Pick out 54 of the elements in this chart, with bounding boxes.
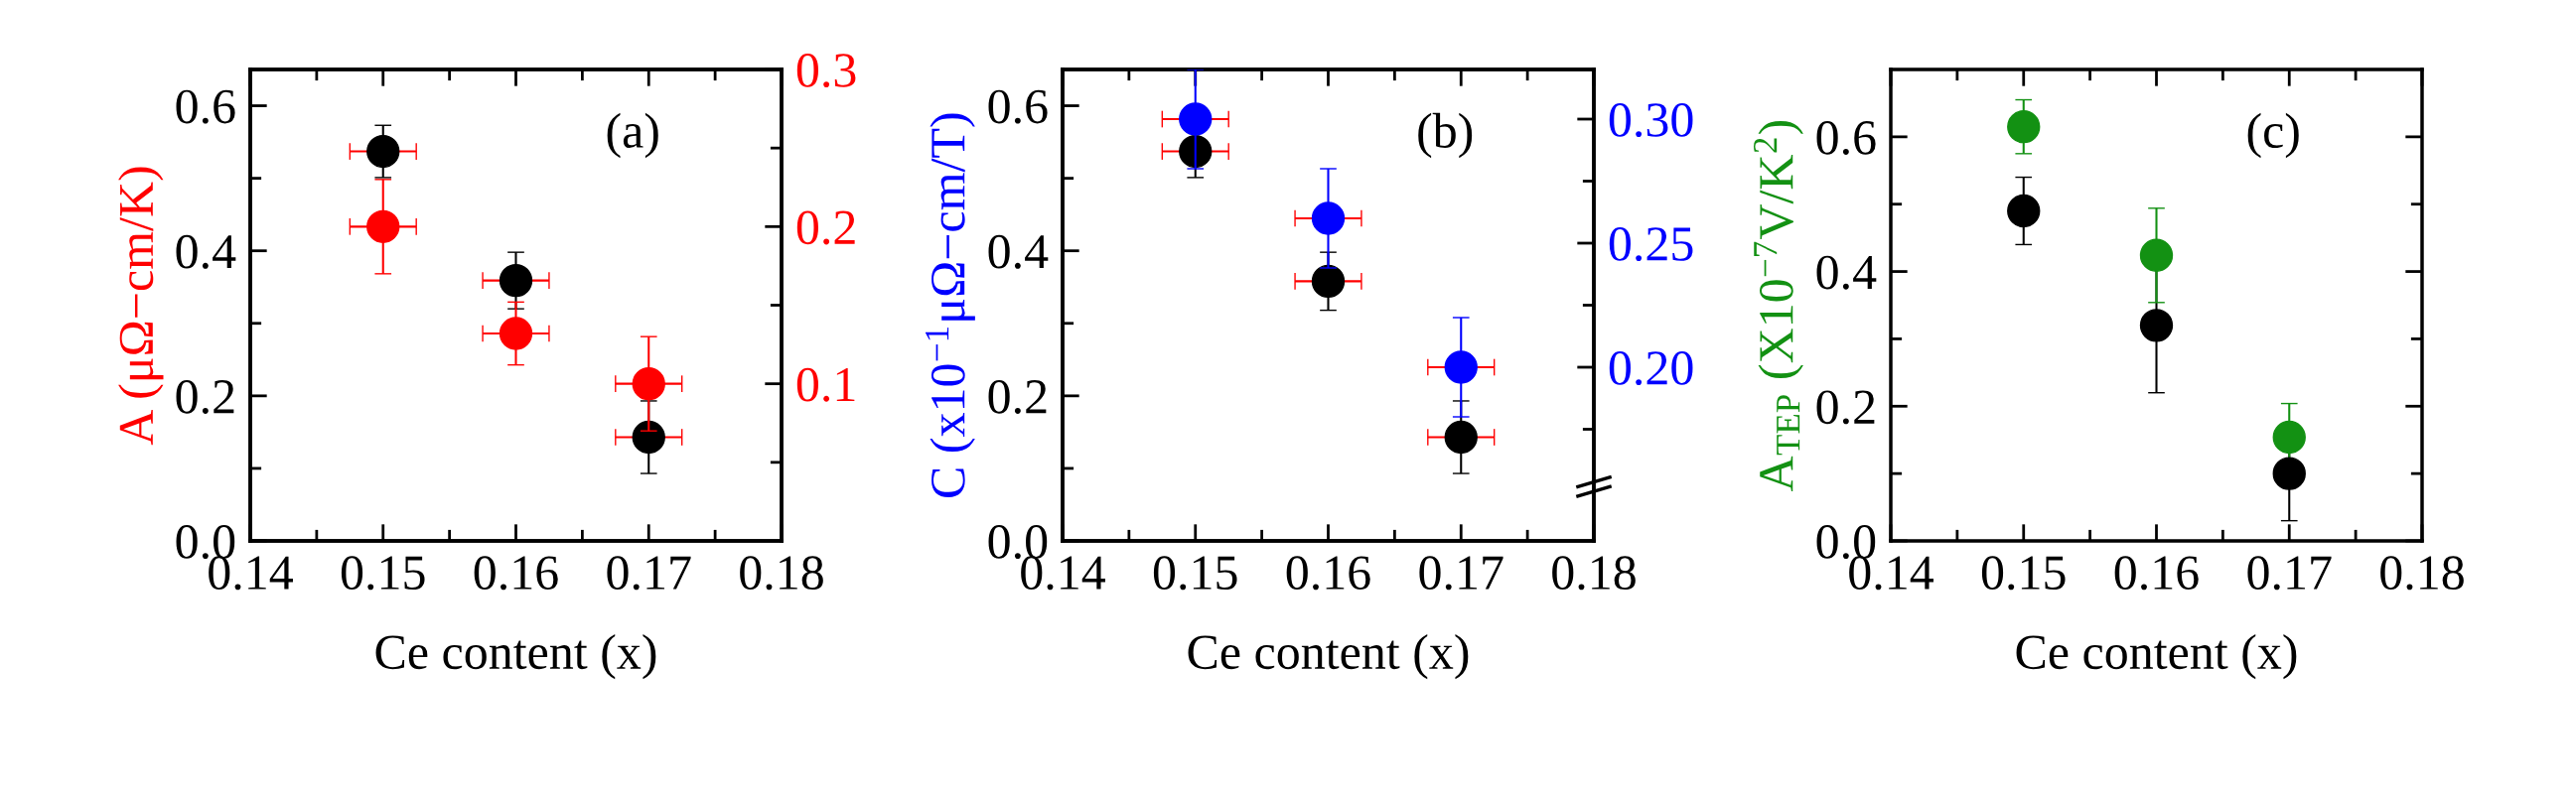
y-tick-label: 0.2 <box>1816 390 1875 425</box>
y2-tick-label: 0.25 <box>1609 227 1693 262</box>
x-tick-label: 0.16 <box>474 556 558 591</box>
y2-tick-label: 0.2 <box>796 210 855 245</box>
point <box>1179 102 1213 136</box>
x-tick-label: 0.16 <box>2114 556 2199 591</box>
y2-tick-label: 0.20 <box>1609 351 1693 386</box>
y2-tick-label: 0.30 <box>1609 103 1693 138</box>
point <box>2007 110 2041 144</box>
annotation: (a) <box>607 112 658 159</box>
annotation: (c) <box>2247 112 2299 159</box>
x-tick-label: 0.17 <box>1419 556 1503 591</box>
point <box>499 317 533 350</box>
y-tick-label: 0.2 <box>176 379 234 414</box>
x-axis-title: Ce content (x) <box>375 633 656 680</box>
y-tick-label: 0.6 <box>988 89 1048 124</box>
y-tick-label: 0.6 <box>1816 120 1876 155</box>
y-tick-label: 0.2 <box>988 379 1047 414</box>
y-axis-title: A$_{TEP}$ (X10$^{−7}$V/K$^{2}$) <box>1754 120 1803 492</box>
point <box>1311 201 1346 235</box>
y-tick-label: 0.4 <box>176 234 236 269</box>
y-tick-label: 0.4 <box>988 234 1049 269</box>
point <box>1444 350 1478 384</box>
x-tick-label: 0.17 <box>2247 556 2332 591</box>
point <box>2139 309 2174 342</box>
x-tick-label: 0.15 <box>341 556 425 591</box>
x-axis-title: Ce content (x) <box>2016 633 2297 680</box>
point <box>2139 238 2174 272</box>
point <box>1444 420 1478 455</box>
x-tick-label: 0.15 <box>1981 556 2066 591</box>
y-axis-title: C (x10$^{−1}$μΩ−cm/T) <box>926 113 975 497</box>
y2-tick-label: 0.3 <box>796 54 856 88</box>
y-tick-label: 0.4 <box>1816 255 1877 290</box>
x-tick-label: 0.18 <box>2380 556 2464 591</box>
point <box>632 366 665 401</box>
point <box>1311 264 1346 299</box>
x-tick-label: 0.18 <box>740 556 823 591</box>
annotation: (b) <box>1418 112 1473 159</box>
point <box>2272 420 2306 455</box>
x-tick-label: 0.15 <box>1153 556 1237 591</box>
point <box>2007 194 2041 228</box>
point <box>2272 457 2306 490</box>
x-axis-title: Ce content (x) <box>1188 633 1469 680</box>
x-tick-label: 0.17 <box>607 556 691 591</box>
point <box>1179 134 1213 169</box>
x-tick-label: 0.16 <box>1286 556 1370 591</box>
point <box>366 209 400 244</box>
point <box>366 134 400 169</box>
y-tick-label: 0.6 <box>176 89 235 124</box>
point <box>499 263 533 298</box>
y-axis-title: A (μΩ−cm/K) <box>118 167 164 446</box>
y2-tick-label: 0.1 <box>796 367 855 402</box>
point <box>632 420 665 455</box>
x-tick-label: 0.18 <box>1552 556 1636 591</box>
